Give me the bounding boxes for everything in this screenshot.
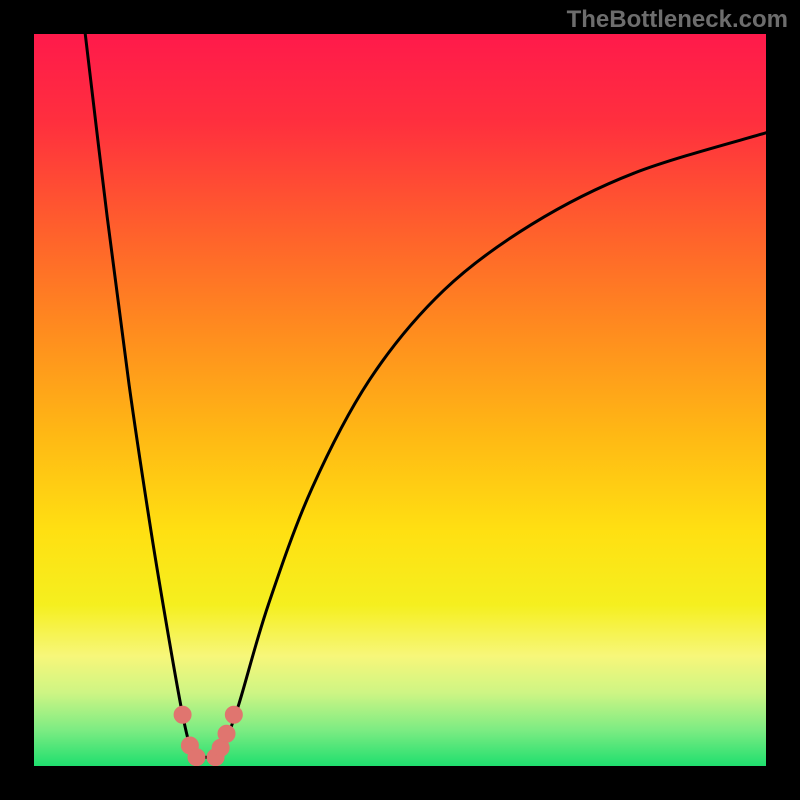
- background-gradient: [34, 34, 766, 766]
- chart-frame: [34, 34, 766, 766]
- plot-area: [34, 34, 766, 766]
- attribution-text: TheBottleneck.com: [567, 6, 788, 34]
- chart-canvas: TheBottleneck.com: [0, 0, 800, 800]
